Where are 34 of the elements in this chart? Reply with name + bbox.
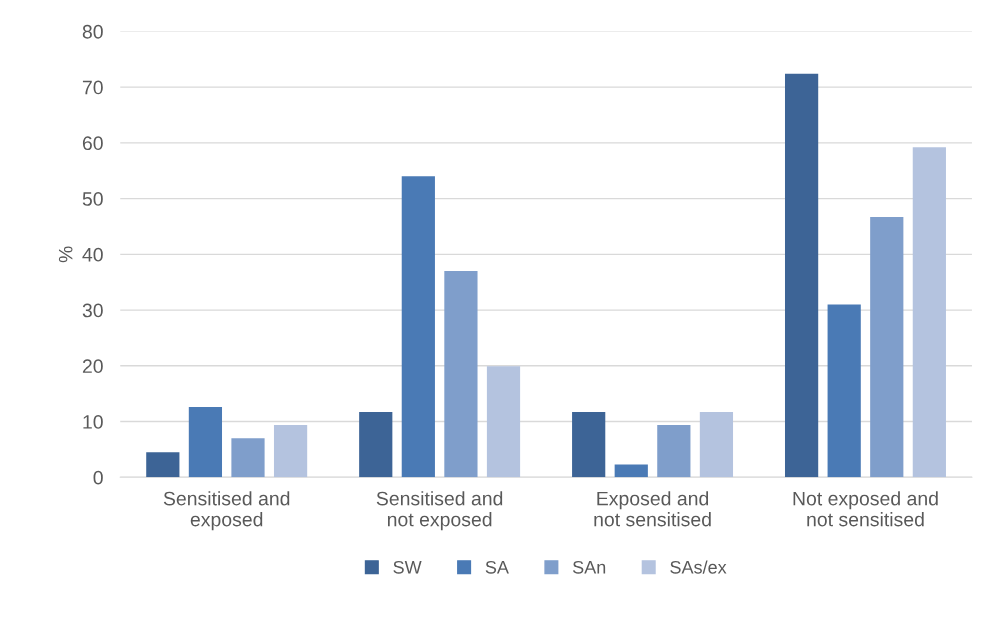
bar (657, 424, 691, 478)
y-tick-label: 0 (93, 470, 103, 485)
y-tick-label: 40 (82, 247, 103, 262)
y-tick-label: 20 (82, 359, 103, 374)
bar (273, 424, 308, 478)
bar (231, 438, 265, 478)
x-tick-label: Exposed and not sensitised (594, 491, 711, 527)
legend-label: SW (393, 560, 422, 574)
y-tick-label: 30 (82, 303, 103, 318)
bar (444, 271, 478, 478)
bar (188, 407, 223, 478)
y-tick-label: 80 (82, 24, 103, 39)
bar (870, 217, 904, 478)
y-tick-label: 70 (82, 80, 103, 95)
bar (614, 464, 648, 478)
x-tick-label: Not exposed and not sensitised (793, 491, 938, 527)
y-tick-label: 50 (82, 192, 103, 206)
y-tick-label: 60 (82, 136, 103, 151)
legend-label: SA (485, 560, 509, 574)
bar (146, 452, 180, 478)
bar (572, 412, 606, 478)
bar (486, 366, 521, 478)
legend-label: SAn (572, 560, 606, 574)
bar (912, 147, 946, 478)
y-tick-label: 10 (83, 415, 103, 429)
bar (784, 73, 819, 478)
y-axis-title: % (58, 246, 73, 263)
x-tick-label: Sensitised and exposed (163, 491, 290, 531)
bar (699, 412, 734, 478)
bar (401, 176, 435, 478)
bar (827, 304, 861, 478)
legend-label: SAs/ex (670, 560, 727, 574)
x-tick-label: Sensitised and not exposed (376, 491, 503, 531)
bar (359, 412, 393, 478)
